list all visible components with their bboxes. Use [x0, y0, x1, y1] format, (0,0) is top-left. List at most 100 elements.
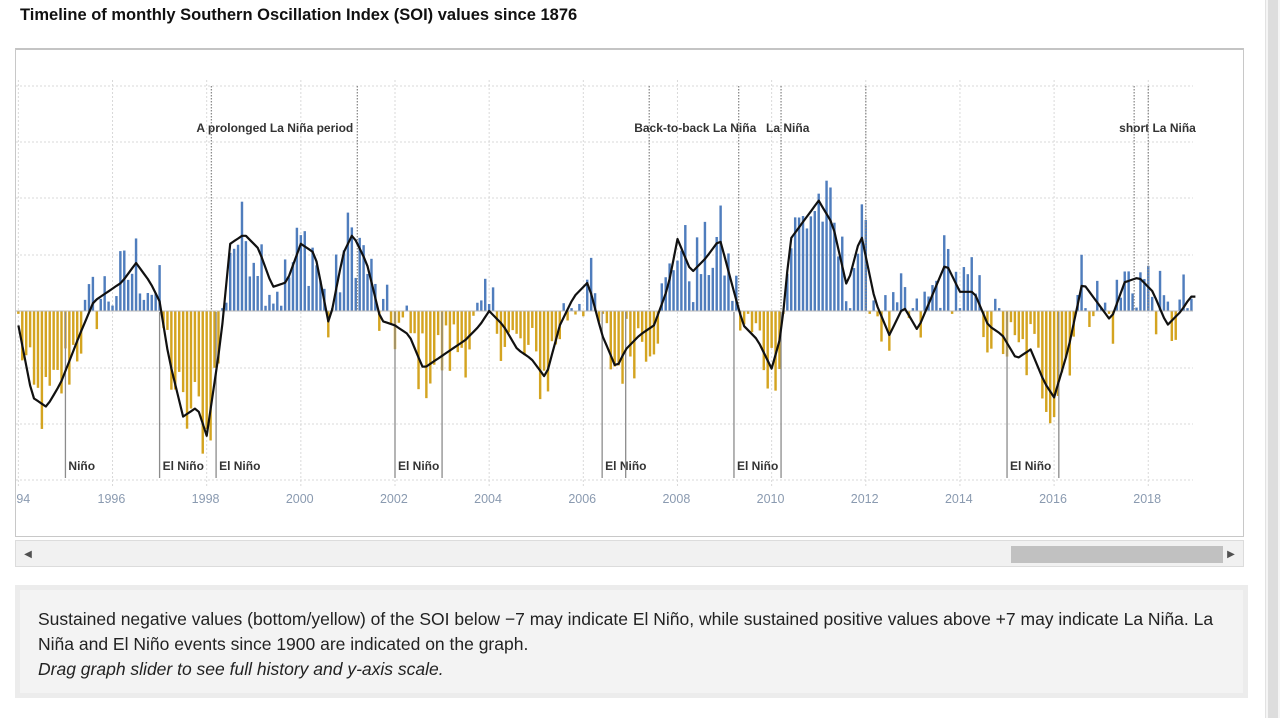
soi-bar-negative: [1056, 311, 1060, 396]
x-tick-label: 1998: [192, 492, 220, 506]
soi-bar-positive: [695, 237, 699, 311]
graph-slider[interactable]: ◀ ▶: [15, 540, 1244, 567]
soi-bar-negative: [605, 311, 609, 324]
x-tick-label: 2004: [474, 492, 502, 506]
soi-bar-positive: [276, 291, 279, 311]
soi-bar-positive: [1186, 308, 1189, 311]
la-nina-event-label: A prolonged La Niña period: [196, 121, 353, 135]
caret-right-icon[interactable]: ▶: [1227, 548, 1235, 560]
caret-left-icon[interactable]: ◀: [24, 548, 32, 560]
soi-bar-positive: [562, 303, 565, 311]
soi-bar-positive: [829, 187, 832, 311]
soi-bar-positive: [997, 308, 1001, 311]
x-tick-label: 1996: [98, 492, 126, 506]
soi-bar-negative: [32, 311, 36, 385]
soi-bar-positive: [731, 300, 734, 311]
soi-bar-negative: [185, 311, 189, 429]
soi-bar-positive: [1080, 254, 1083, 311]
soi-bar-negative: [609, 311, 612, 370]
soi-bar-positive: [946, 248, 950, 311]
soi-bar-negative: [174, 311, 177, 390]
soi-bar-positive: [707, 275, 711, 311]
soi-bar-positive: [484, 278, 487, 311]
soi-bar-positive: [146, 292, 150, 311]
soi-bar-positive: [872, 300, 875, 311]
soi-bar-negative: [495, 311, 499, 334]
soi-bar-positive: [491, 287, 495, 311]
soi-bar-negative: [460, 311, 463, 348]
soi-bar-positive: [970, 257, 973, 311]
soi-bar-negative: [613, 311, 616, 367]
soi-bar-positive: [801, 216, 805, 311]
soi-bar-negative: [464, 311, 467, 378]
soi-bar-negative: [327, 311, 330, 338]
soi-bar-positive: [1143, 278, 1146, 311]
soi-bar-positive: [487, 303, 491, 311]
soi-bar-positive: [703, 221, 707, 311]
x-tick-label: 2002: [380, 492, 408, 506]
el-nino-event-label: Niño: [68, 459, 95, 473]
soi-bar-negative: [1170, 311, 1174, 341]
soi-bar-positive: [111, 305, 114, 311]
soi-bar-positive: [99, 298, 102, 311]
soi-bar-positive: [252, 262, 255, 311]
page-scrollbar-thumb[interactable]: [1268, 0, 1278, 718]
soi-bar-negative: [448, 311, 452, 371]
soi-bar-negative: [417, 311, 420, 390]
soi-bar-positive: [994, 298, 997, 311]
soi-bar-negative: [421, 311, 424, 334]
soi-bar-negative: [770, 311, 773, 348]
soi-bar-positive: [1119, 297, 1123, 311]
soi-bar-positive: [1150, 296, 1154, 311]
soi-bar-negative: [554, 311, 558, 345]
soi-bar-positive: [476, 302, 479, 311]
soi-bar-negative: [876, 311, 879, 317]
soi-bar-positive: [837, 256, 840, 311]
soi-bar-positive: [578, 303, 581, 311]
soi-bar-positive: [256, 275, 259, 311]
soi-bar-negative: [1060, 311, 1064, 373]
soi-bar-positive: [711, 267, 714, 311]
soi-bar-positive: [134, 238, 138, 311]
soi-bar-positive: [864, 220, 868, 311]
soi-bar-positive: [727, 253, 730, 311]
soi-bar-negative: [746, 311, 750, 314]
soi-bar-positive: [672, 270, 675, 311]
soi-bar-negative: [409, 311, 412, 334]
soi-bar-negative: [401, 311, 405, 318]
soi-bar-negative: [511, 311, 514, 331]
soi-bar-negative: [750, 311, 754, 333]
soi-bar-negative: [507, 311, 510, 333]
soi-bar-positive: [334, 254, 338, 311]
page-title: Timeline of monthly Southern Oscillation…: [20, 6, 578, 24]
soi-bar-negative: [742, 311, 746, 325]
page-scrollbar[interactable]: [1265, 0, 1280, 718]
soi-bar-positive: [790, 248, 793, 311]
soi-bar-positive: [923, 291, 926, 311]
soi-bar-positive: [903, 287, 907, 311]
soi-bar-positive: [248, 276, 252, 311]
soi-bar-positive: [1166, 301, 1170, 311]
soi-bar-positive: [366, 273, 369, 311]
soi-bar-positive: [884, 295, 887, 311]
graph-slider-thumb[interactable]: [1011, 546, 1223, 563]
soi-bar-negative: [523, 311, 526, 356]
soi-bar-positive: [844, 301, 848, 311]
soi-chart[interactable]: Niño El Niño El Niño A prolonged La Niña pe…: [15, 48, 1244, 537]
soi-bar-negative: [1154, 311, 1158, 335]
soi-bar-negative: [36, 311, 40, 388]
la-nina-event-label: Back-to-back La Niña: [634, 121, 756, 135]
soi-bar-positive: [405, 305, 408, 311]
soi-bar-positive: [962, 267, 966, 311]
soi-bar-positive: [87, 284, 91, 311]
caption-slider-note: Drag graph slider to see full history an…: [38, 659, 444, 679]
soi-bar-positive: [817, 193, 820, 311]
soi-bar-positive: [978, 275, 981, 311]
soi-bar-positive: [699, 274, 703, 311]
x-tick-label: 2012: [851, 492, 879, 506]
soi-bar-negative: [1013, 311, 1017, 336]
soi-bar-negative: [24, 311, 28, 356]
soi-bar-positive: [899, 273, 903, 311]
soi-bar-negative: [456, 311, 459, 353]
soi-bar-negative: [213, 311, 216, 368]
